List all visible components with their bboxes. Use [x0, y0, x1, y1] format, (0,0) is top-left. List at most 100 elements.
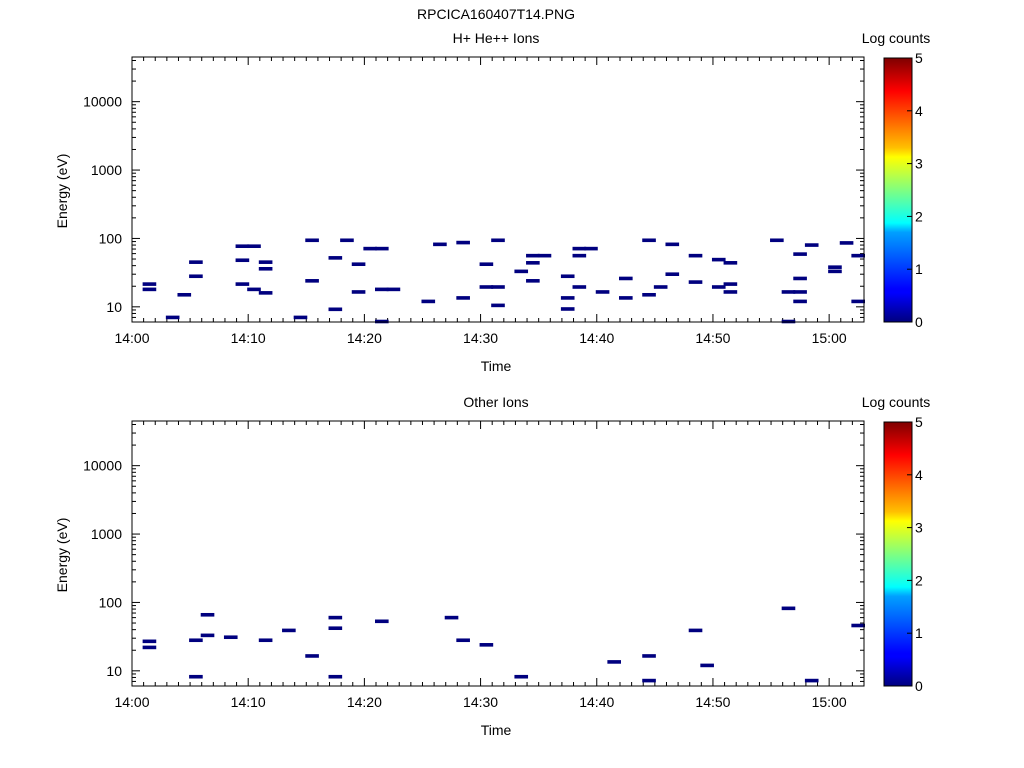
colorbar-label: Log counts — [862, 394, 931, 410]
heatmap-cell — [142, 282, 157, 286]
heatmap-cell — [688, 628, 703, 633]
x-tick-label: 14:50 — [695, 330, 730, 346]
heatmap-cell — [711, 257, 726, 262]
heatmap-cell — [189, 674, 203, 679]
plot-frame — [131, 420, 865, 687]
heatmap-cell — [781, 290, 796, 294]
heatmap-cell — [560, 307, 575, 311]
x-tick-label: 14:30 — [463, 694, 498, 710]
heatmap-cell — [723, 282, 738, 286]
heatmap-cell — [793, 290, 807, 294]
heatmap-cell — [572, 246, 587, 251]
colorbar-ticks: 0 1 2 3 4 5 — [907, 50, 923, 330]
heatmap-cell — [375, 246, 389, 251]
heatmap-cell — [479, 643, 494, 647]
colorbar-tick-label: 2 — [915, 572, 923, 588]
heatmap-cell — [433, 242, 447, 247]
heatmap-cell — [479, 285, 494, 289]
colorbar-tick-label: 4 — [915, 103, 923, 119]
heatmap-cell — [595, 290, 610, 294]
heatmap-cell — [642, 238, 656, 243]
heatmap-cell — [223, 635, 238, 640]
heatmap-cell — [328, 615, 343, 620]
heatmap-cell — [375, 287, 389, 292]
heatmap-cell — [491, 303, 505, 308]
heatmap-cell — [340, 238, 354, 243]
plot-frame — [131, 56, 865, 323]
colorbar — [883, 57, 913, 323]
y-tick-label: 10 — [106, 663, 122, 679]
heatmap-cell — [293, 315, 308, 320]
heatmap-cell — [456, 638, 470, 643]
heatmap-cell — [363, 246, 377, 251]
heatmap-cell — [793, 299, 807, 304]
chart-title: Other Ions — [463, 394, 528, 410]
heatmap-cell — [537, 253, 552, 258]
heatmap-cell — [711, 285, 726, 289]
heatmap-cell — [142, 639, 157, 644]
colorbar-tick-label: 5 — [915, 414, 923, 430]
heatmap-cell — [642, 678, 656, 683]
heatmap-cell — [723, 261, 738, 265]
heatmap-cell — [642, 654, 656, 658]
heatmap-cell — [177, 292, 192, 297]
heatmap-cell — [189, 638, 203, 643]
colorbar-tick-label: 4 — [915, 467, 923, 483]
heatmap-cell — [700, 663, 714, 668]
colorbar-ticks: 0 1 2 3 4 5 — [907, 414, 923, 694]
heatmap-cell — [328, 307, 343, 312]
x-tick-label: 15:00 — [812, 694, 847, 710]
heatmap-cell — [723, 290, 738, 294]
heatmap-cell — [793, 252, 807, 256]
heatmap-cell — [642, 292, 656, 297]
heatmap-cell — [851, 299, 865, 304]
y-tick-label: 100 — [99, 230, 123, 246]
heatmap-cell — [235, 244, 250, 249]
heatmap-cell — [526, 261, 540, 265]
x-axis-label: Time — [481, 722, 512, 738]
heatmap-cell — [142, 645, 157, 650]
heatmap-cells — [142, 606, 865, 683]
heatmap-cell — [375, 619, 389, 624]
heatmap-cell — [653, 285, 668, 289]
y-tick-label: 1000 — [91, 162, 122, 178]
chart-panel-other-ions: Other Ions Energy (eV) Time 14:00 14:10 14… — [54, 394, 930, 738]
x-tick-label: 14:00 — [114, 330, 149, 346]
colorbar-tick-label: 1 — [915, 625, 923, 641]
heatmap-cell — [444, 615, 459, 620]
y-tick-label: 10000 — [83, 94, 122, 110]
heatmap-cell — [514, 269, 529, 274]
heatmap-cell — [665, 272, 680, 277]
heatmap-cell — [514, 674, 529, 679]
colorbar-tick-label: 0 — [915, 678, 923, 694]
heatmap-cell — [328, 256, 343, 260]
x-tick-label: 14:10 — [231, 330, 266, 346]
colorbar-tick-label: 2 — [915, 208, 923, 224]
heatmap-cell — [491, 285, 505, 289]
heatmap-cell — [421, 299, 436, 304]
x-tick-label: 14:40 — [579, 694, 614, 710]
heatmap-cell — [526, 279, 540, 283]
heatmap-cell — [189, 274, 203, 279]
x-tick-label: 14:50 — [695, 694, 730, 710]
chart-panel-h-he-ions: H+ He++ Ions Energy (eV) Time 14:00 14:10… — [54, 30, 930, 374]
heatmap-cell — [247, 287, 261, 292]
heatmap-cell — [584, 246, 598, 251]
heatmap-cell — [258, 291, 273, 295]
heatmap-cell — [560, 296, 575, 300]
heatmap-cell — [305, 238, 319, 243]
x-tick-label: 14:30 — [463, 330, 498, 346]
heatmap-cell — [386, 287, 401, 292]
heatmap-cell — [839, 241, 854, 245]
heatmap-cell — [804, 243, 819, 247]
x-tick-label: 15:00 — [812, 330, 847, 346]
heatmap-cell — [456, 240, 470, 245]
colorbar — [883, 421, 913, 687]
axis-ticks: 14:00 14:10 14:20 14:30 14:40 14:50 15:00 10 100… — [83, 57, 865, 346]
heatmap-cell — [258, 638, 273, 643]
heatmap-cell — [781, 606, 796, 611]
heatmap-cell — [328, 626, 343, 631]
axis-ticks: 14:00 14:10 14:20 14:30 14:40 14:50 15:00 10 100… — [83, 421, 865, 710]
heatmap-cell — [305, 279, 319, 283]
